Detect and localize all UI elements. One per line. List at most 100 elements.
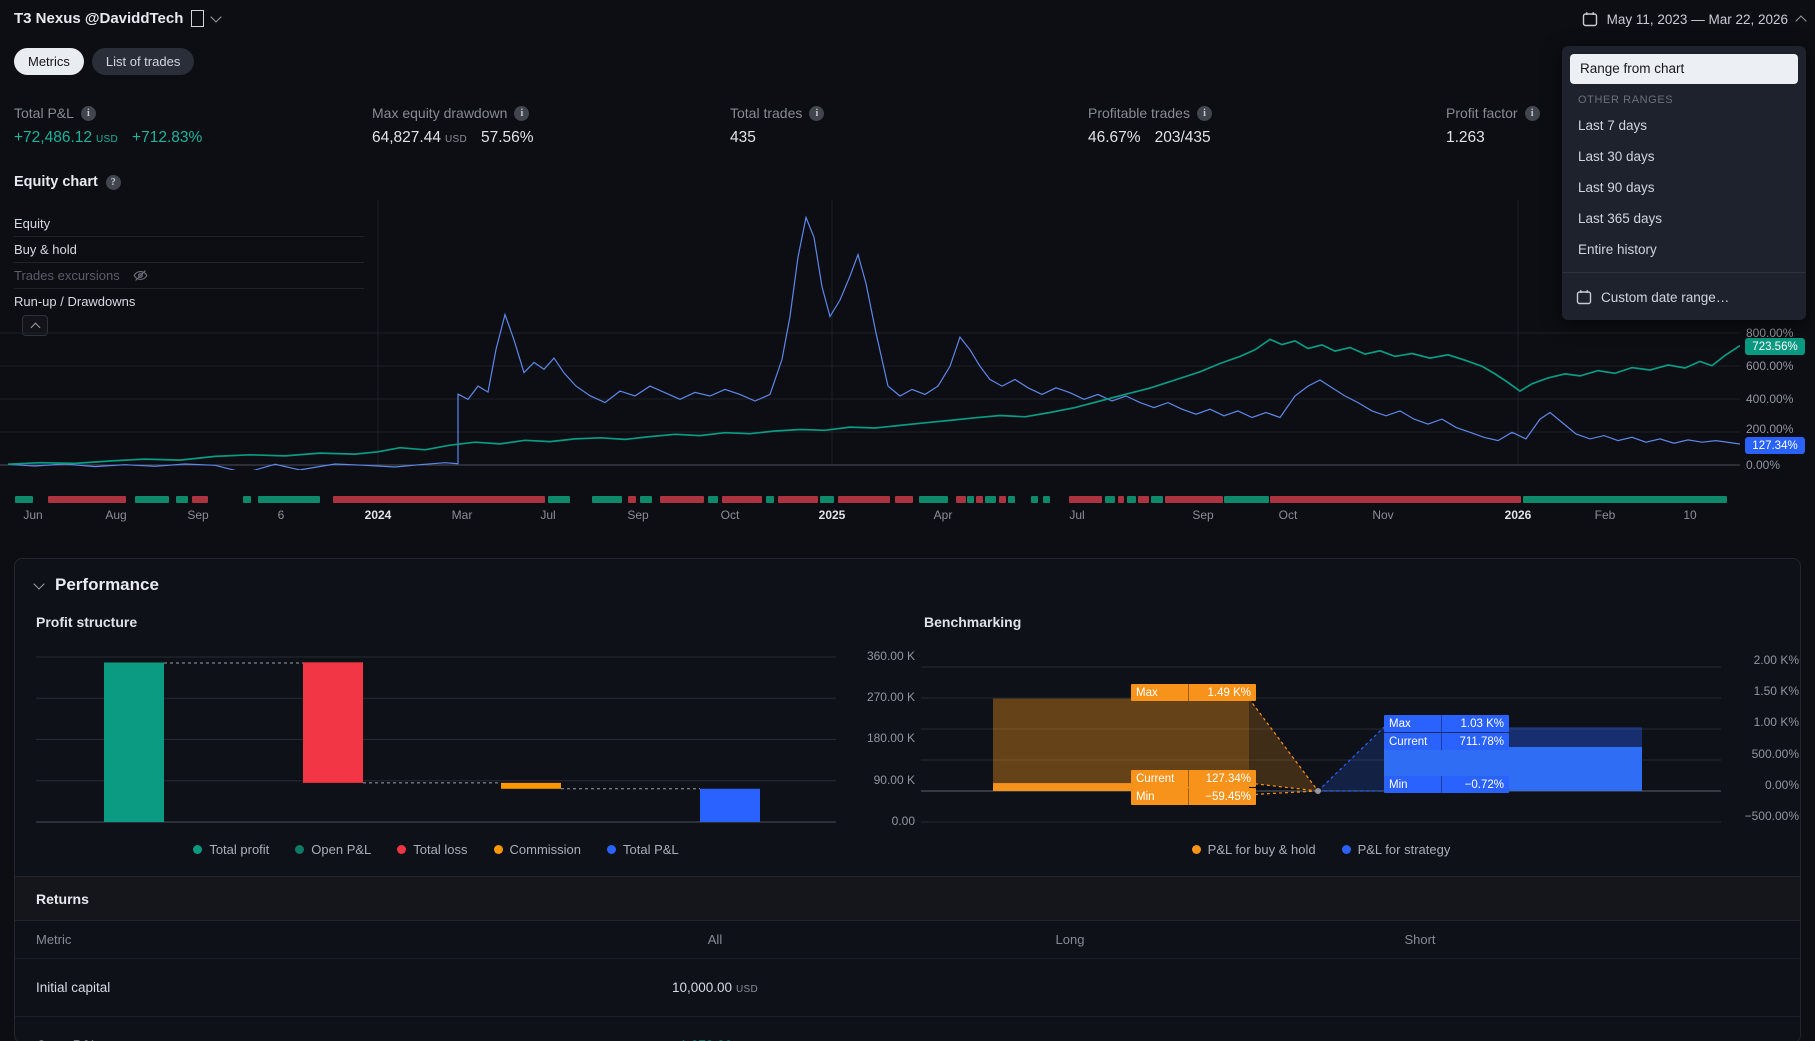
runup-segment — [708, 496, 718, 503]
runup-segment — [1224, 496, 1269, 503]
runup-segment — [1127, 496, 1136, 503]
tab-list-of-trades[interactable]: List of trades — [91, 48, 195, 75]
equity-chart-title: Equity chart ? — [14, 174, 121, 190]
performance-card: Performance Profit structure 360.00 K 27… — [14, 558, 1801, 1041]
metric-label: Total trades — [730, 105, 803, 121]
returns-title: Returns — [15, 876, 1800, 921]
strategy-title-row[interactable]: T3 Nexus @DaviddTech — [14, 10, 223, 27]
runup-segment — [640, 496, 652, 503]
drawdown-segment — [999, 496, 1006, 503]
drawdown-segment — [1118, 496, 1124, 503]
equity-chart-title-text: Equity chart — [14, 174, 98, 190]
runup-segment — [15, 496, 33, 503]
menu-item-last-30-days[interactable]: Last 30 days — [1578, 149, 1655, 164]
equity-y-tick: 0.00% — [1746, 458, 1781, 472]
profit-y-tick: 270.00 K — [866, 690, 915, 704]
benchmarking-chart[interactable] — [921, 651, 1721, 837]
legend-item-equity[interactable]: Equity — [14, 211, 364, 237]
profit-y-tick: 180.00 K — [866, 731, 915, 745]
legend-item-open-pnl[interactable]: Open P&L — [295, 842, 371, 857]
metric-secondary: 57.56% — [480, 129, 534, 146]
eye-off-icon[interactable] — [132, 267, 149, 284]
missing-glyph-icon — [191, 10, 205, 27]
row-value: +1,372.80 — [672, 1038, 732, 1041]
profit-y-tick: 0.00 — [891, 814, 915, 828]
x-tick: Sep — [627, 508, 649, 522]
returns-column-headers: Metric All Long Short — [15, 921, 1800, 959]
runup-segment — [592, 496, 622, 503]
drawdown-segment — [1165, 496, 1223, 503]
col-long: Long — [1055, 932, 1085, 947]
bench-strategy-max-badge: Max 1.03 K% — [1384, 715, 1509, 732]
x-tick: Jul — [1069, 508, 1085, 522]
equity-chart-legend: Equity Buy & hold Trades excursions Run-… — [14, 211, 364, 314]
metric-label: Total P&L — [14, 105, 74, 121]
menu-item-entire-history[interactable]: Entire history — [1578, 242, 1657, 257]
info-icon[interactable]: i — [514, 105, 530, 121]
menu-group-label: OTHER RANGES — [1578, 94, 1674, 106]
info-icon[interactable]: i — [80, 105, 96, 121]
chevron-down-icon[interactable] — [210, 11, 223, 23]
menu-divider — [1562, 272, 1806, 273]
x-tick: Sep — [187, 508, 209, 522]
benchmarking-title: Benchmarking — [924, 614, 1022, 630]
x-tick: Aug — [105, 508, 127, 522]
legend-item-total-profit[interactable]: Total profit — [193, 842, 269, 857]
menu-item-custom-date-range[interactable]: Custom date range… — [1562, 280, 1806, 314]
drawdown-segment — [956, 496, 966, 503]
profit-structure-chart[interactable] — [36, 651, 836, 837]
legend-item-runup-drawdowns[interactable]: Run-up / Drawdowns — [14, 294, 136, 309]
runup-segment — [1008, 496, 1015, 503]
tab-metrics[interactable]: Metrics — [14, 48, 84, 75]
runup-drawdown-strip[interactable] — [0, 496, 1740, 503]
legend-item-total-pnl[interactable]: Total P&L — [607, 842, 679, 857]
performance-header[interactable]: Performance — [33, 575, 159, 595]
metric-total-trades: Total trades i 435 — [730, 102, 1088, 147]
equity-y-tick: 800.00% — [1746, 326, 1794, 340]
drawdown-segment — [895, 496, 913, 503]
date-range-control[interactable]: May 11, 2023 — Mar 22, 2026 — [1582, 11, 1807, 27]
menu-item-last-90-days[interactable]: Last 90 days — [1578, 180, 1655, 195]
legend-collapse-button[interactable] — [22, 315, 48, 336]
menu-item-range-from-chart[interactable]: Range from chart — [1570, 54, 1798, 84]
legend-item-commission[interactable]: Commission — [493, 842, 581, 857]
strategy-title: T3 Nexus @DaviddTech — [14, 10, 184, 27]
profit-structure-title: Profit structure — [36, 614, 138, 630]
legend-item-pnl-strategy[interactable]: P&L for strategy — [1341, 842, 1450, 857]
row-metric: Open P&L — [15, 1038, 535, 1041]
menu-item-last-7-days[interactable]: Last 7 days — [1578, 118, 1648, 133]
x-tick: Jun — [23, 508, 43, 522]
profit-structure-legend: Total profit Open P&L Total loss Commiss… — [36, 842, 836, 857]
bench-buyhold-min-badge: Min −59.45% — [1131, 788, 1256, 805]
equity-chart-plot[interactable] — [0, 180, 1740, 470]
profit-y-tick: 90.00 K — [873, 773, 915, 787]
calendar-icon — [1576, 290, 1592, 305]
metric-secondary: +712.83% — [132, 129, 203, 146]
help-icon[interactable]: ? — [105, 174, 121, 190]
calendar-icon — [1582, 12, 1597, 27]
returns-section: Returns Metric All Long Short Initial ca… — [15, 876, 1800, 1041]
legend-item-buy-and-hold[interactable]: Buy & hold — [14, 237, 364, 263]
info-icon[interactable]: i — [1524, 105, 1540, 121]
view-tabs: Metrics List of trades — [14, 48, 195, 75]
drawdown-segment — [1069, 496, 1102, 503]
info-icon[interactable]: i — [1196, 105, 1212, 121]
runup-segment — [820, 496, 834, 503]
x-tick: 6 — [277, 508, 285, 522]
legend-item-total-loss[interactable]: Total loss — [397, 842, 468, 857]
bench-strategy-min-badge: Min −0.72% — [1384, 776, 1509, 793]
legend-item-trades-excursions[interactable]: Trades excursions — [14, 263, 364, 289]
runup-segment — [1031, 496, 1038, 503]
menu-item-last-365-days[interactable]: Last 365 days — [1578, 211, 1663, 226]
x-tick-year: 2024 — [364, 508, 392, 522]
info-icon[interactable]: i — [809, 105, 825, 121]
x-tick: Feb — [1594, 508, 1616, 522]
buyhold-final-badge: 127.34% — [1745, 437, 1805, 454]
date-range-menu: Range from chart OTHER RANGES Last 7 day… — [1562, 46, 1806, 320]
metric-value: 46.67% — [1088, 129, 1141, 146]
drawdown-segment — [48, 496, 126, 503]
metric-total-pnl: Total P&L i +72,486.12 USD +712.83% — [14, 102, 372, 147]
legend-item-pnl-buy-hold[interactable]: P&L for buy & hold — [1191, 842, 1316, 857]
metric-unit: USD — [96, 134, 119, 145]
